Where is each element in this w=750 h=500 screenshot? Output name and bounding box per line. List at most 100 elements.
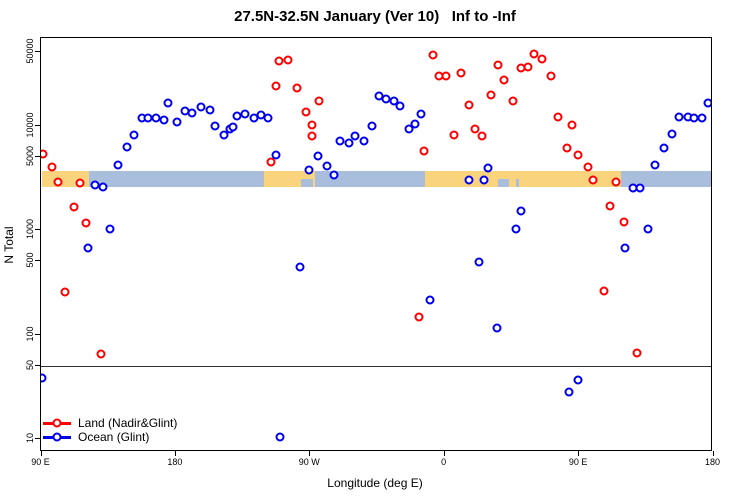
land-data-point	[441, 71, 451, 81]
land-data-point	[537, 54, 547, 64]
land-data-point	[632, 348, 642, 358]
ocean-data-point	[219, 130, 229, 140]
x-tick-mark	[174, 451, 176, 456]
band-segment-ocean	[89, 171, 264, 187]
ocean-data-point	[143, 113, 153, 123]
ocean-data-point	[697, 113, 707, 123]
legend-circle-icon	[52, 418, 62, 428]
y-tick-label: 1000	[25, 218, 35, 240]
ocean-data-point	[313, 151, 323, 161]
land-data-point	[567, 120, 577, 130]
ocean-data-point	[389, 96, 399, 106]
y-tick-label: 10	[25, 432, 35, 444]
reference-line-50	[41, 365, 711, 367]
land-data-point	[470, 124, 480, 134]
land-data-point	[619, 217, 629, 227]
land-data-point	[53, 177, 63, 187]
y-tick-mark	[35, 124, 40, 126]
ocean-data-point	[240, 109, 250, 119]
y-tick-mark	[35, 51, 40, 53]
legend-item: Ocean (Glint)	[43, 430, 177, 444]
ocean-data-point	[416, 109, 426, 119]
land-data-point	[283, 55, 293, 65]
ocean-data-point	[304, 165, 314, 175]
ocean-data-point	[271, 150, 281, 160]
plot-area: Land (Nadir&Glint) Ocean (Glint)	[40, 37, 712, 451]
x-axis-title: Longitude (deg E)	[327, 476, 423, 490]
ocean-data-point	[479, 175, 489, 185]
land-data-point	[60, 287, 70, 297]
ocean-data-point	[113, 160, 123, 170]
y-axis-title: N Total	[2, 226, 16, 264]
x-tick-label: 0	[441, 457, 447, 467]
y-tick-mark	[35, 155, 40, 157]
land-data-point	[546, 71, 556, 81]
y-tick-mark	[35, 364, 40, 366]
ocean-data-point	[350, 131, 360, 141]
y-tick-label: 5000	[25, 145, 35, 166]
ocean-data-point	[620, 243, 630, 253]
land-data-point	[456, 68, 466, 78]
ocean-data-point	[159, 115, 169, 125]
y-tick-label: 50	[25, 359, 35, 370]
x-tick-label: 180	[704, 457, 721, 467]
land-data-point	[583, 162, 593, 172]
x-tick-mark	[578, 451, 580, 456]
x-tick-mark	[309, 451, 311, 456]
land-ocean-band	[41, 171, 711, 187]
land-data-point	[562, 143, 572, 153]
chart-title: 27.5N-32.5N January (Ver 10) Inf to -Inf	[234, 8, 516, 25]
legend-circle-icon	[52, 432, 62, 442]
land-data-point	[605, 201, 615, 211]
x-tick-label: 90 W	[298, 457, 320, 467]
land-data-point	[81, 218, 91, 228]
ocean-data-point	[129, 130, 139, 140]
ocean-data-point	[172, 117, 182, 127]
land-data-point	[499, 75, 509, 85]
y-tick-label: 500	[25, 252, 35, 268]
band-ocean-speck	[516, 179, 520, 187]
ocean-data-point	[516, 206, 526, 216]
ocean-data-point	[573, 375, 583, 385]
ocean-data-point	[122, 142, 132, 152]
ocean-data-point	[105, 224, 115, 234]
ocean-data-point	[674, 112, 684, 122]
land-data-point	[573, 150, 583, 160]
land-data-point	[41, 149, 48, 159]
land-data-point	[486, 90, 496, 100]
ocean-data-point	[650, 160, 660, 170]
x-tick-mark	[40, 451, 42, 456]
ocean-data-point	[410, 119, 420, 129]
ocean-data-point	[295, 262, 305, 272]
ocean-data-point	[344, 138, 354, 148]
ocean-data-point	[228, 122, 238, 132]
ocean-data-point	[98, 182, 108, 192]
land-data-point	[307, 131, 317, 141]
ocean-data-point	[404, 124, 414, 134]
y-tick-mark	[35, 229, 40, 230]
ocean-data-point	[511, 224, 521, 234]
land-data-point	[588, 175, 598, 185]
ocean-data-point	[210, 121, 220, 131]
ocean-data-point	[275, 432, 285, 442]
x-tick-label: 90 E	[568, 457, 588, 467]
ocean-data-point	[659, 143, 669, 153]
land-data-point	[529, 49, 539, 59]
legend-item: Land (Nadir&Glint)	[43, 416, 177, 430]
x-tick-mark	[712, 451, 714, 456]
land-data-point	[493, 60, 503, 70]
ocean-data-point	[196, 102, 206, 112]
land-data-point	[449, 130, 459, 140]
land-data-point	[292, 83, 302, 93]
ocean-data-point	[483, 163, 493, 173]
band-segment-ocean	[620, 171, 711, 187]
ocean-data-point	[367, 121, 377, 131]
ocean-data-point	[635, 183, 645, 193]
ocean-data-point	[464, 175, 474, 185]
land-data-point	[47, 162, 57, 172]
ocean-data-point	[335, 136, 345, 146]
ocean-data-point	[395, 101, 405, 111]
y-tick-label: 100	[25, 325, 35, 342]
band-segment-land	[425, 171, 621, 187]
